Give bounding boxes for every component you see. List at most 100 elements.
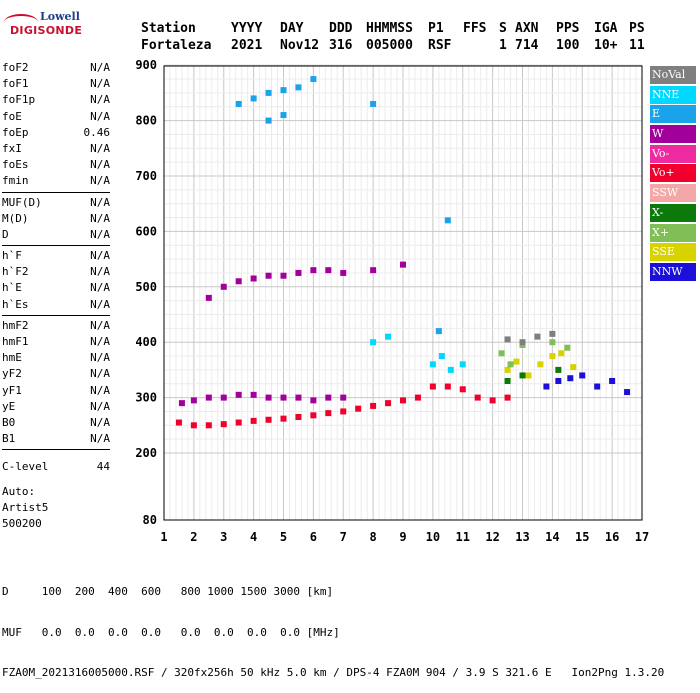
param-row: hmF2 N/A: [2, 318, 110, 334]
data-point-nnw: [543, 383, 550, 390]
param-row: yF1 N/A: [2, 383, 110, 399]
param-value: N/A: [90, 158, 110, 172]
param-value: N/A: [90, 318, 110, 332]
data-point-vo: [444, 383, 451, 390]
data-point-e: [280, 112, 287, 119]
param-value: N/A: [90, 227, 110, 241]
autoscaling-info: Auto: Artist5 500200: [2, 484, 48, 532]
data-point-vo: [504, 394, 511, 401]
header-row1-cell: FFS: [463, 21, 487, 36]
y-tick-label: 700: [135, 169, 157, 183]
x-tick-label: 6: [310, 530, 317, 544]
data-point-vo: [310, 412, 317, 419]
param-row: D N/A: [2, 227, 110, 243]
header-row1-cell: IGA: [594, 21, 618, 36]
param-separator: [2, 314, 110, 316]
x-tick-label: 12: [485, 530, 499, 544]
param-key: h`E: [2, 281, 22, 295]
param-row: hmE N/A: [2, 350, 110, 366]
param-row: h`Es N/A: [2, 297, 110, 313]
header-row1-cell: Station: [141, 21, 196, 36]
data-point-x: [498, 350, 505, 357]
param-row: fxI N/A: [2, 141, 110, 157]
data-point-vo: [340, 408, 347, 415]
data-point-sse: [504, 366, 511, 373]
data-point-vo: [235, 419, 242, 426]
param-row: B0 N/A: [2, 415, 110, 431]
header-row2-cell: 10+: [594, 38, 618, 53]
auto-line1: Auto:: [2, 485, 36, 498]
param-value: N/A: [90, 281, 110, 295]
x-tick-label: 11: [456, 530, 470, 544]
legend: NoVal NNE E W Vo- Vo+ SSW X- X+ SSE NNW: [650, 66, 696, 283]
data-point-vo: [355, 405, 362, 412]
param-key: hmF1: [2, 335, 29, 348]
param-value: N/A: [90, 432, 110, 446]
data-point-x: [555, 366, 562, 373]
param-key: MUF(D): [2, 195, 42, 209]
param-value: N/A: [90, 383, 110, 397]
param-row: h`F2 N/A: [2, 264, 110, 280]
data-point-vo: [190, 422, 197, 429]
header-row1-cell: PPS: [556, 21, 580, 36]
param-value: N/A: [90, 265, 110, 279]
footer-distance-line: D 100 200 400 600 800 1000 1500 3000 [km…: [2, 585, 334, 598]
footer-file-line: FZA0M_2021316005000.RSF / 320fx256h 50 k…: [2, 666, 665, 679]
data-point-nnw: [555, 377, 562, 384]
param-key: h`Es: [2, 297, 29, 311]
data-point-sse: [513, 358, 520, 365]
data-point-vo: [400, 397, 406, 404]
y-tick-label: 900: [135, 58, 157, 72]
data-point-e: [235, 100, 242, 107]
data-point-e: [295, 84, 302, 91]
header-row2-cell: Fortaleza: [141, 38, 212, 53]
x-tick-label: 3: [220, 530, 227, 544]
data-point-w: [310, 397, 317, 404]
data-point-e: [280, 87, 287, 94]
data-point-noval: [534, 333, 541, 340]
param-separator: [2, 449, 110, 451]
param-key: foF2: [2, 61, 29, 74]
data-point-vo: [429, 383, 436, 390]
param-row: foF2 N/A: [2, 60, 110, 76]
param-value: N/A: [90, 335, 110, 348]
data-point-e: [435, 328, 442, 335]
data-point-e: [310, 76, 317, 83]
param-row: foE N/A: [2, 109, 110, 125]
data-point-vo: [474, 394, 481, 401]
x-tick-label: 14: [545, 530, 559, 544]
legend-item-noval: NoVal: [650, 66, 696, 84]
x-tick-label: 9: [399, 530, 406, 544]
data-point-w: [295, 394, 302, 401]
param-row: h`F N/A: [2, 248, 110, 264]
data-point-vo: [175, 419, 182, 426]
data-point-vo: [220, 421, 227, 428]
param-row: foF1 N/A: [2, 76, 110, 92]
data-point-e: [444, 217, 451, 224]
data-point-w: [400, 261, 406, 268]
data-point-nne: [429, 361, 436, 368]
data-point-e: [265, 89, 272, 96]
header-row2-cell: 714: [515, 38, 539, 53]
data-point-w: [325, 267, 332, 274]
data-point-w: [295, 269, 302, 276]
param-row: B1 N/A: [2, 431, 110, 447]
param-row: M(D) N/A: [2, 211, 110, 227]
data-point-nne: [385, 333, 392, 340]
y-tick-label: 200: [135, 446, 157, 460]
data-point-nnw: [567, 375, 574, 382]
y-tick-label: 600: [135, 224, 157, 238]
parameter-panel: foF2 N/A foF1 N/A foF1p N/A foE N/A foEp 0.46 fxI N…: [2, 60, 110, 452]
param-value: N/A: [90, 211, 110, 225]
header-row1-cell: DAY: [280, 21, 304, 36]
header-row2-cell: 316: [329, 38, 353, 53]
data-point-w: [220, 394, 227, 401]
header-row2-cell: Nov12: [280, 38, 320, 53]
x-tick-label: 15: [575, 530, 589, 544]
data-point-w: [205, 394, 212, 401]
c-level-row: C-level 44: [2, 459, 110, 475]
param-value: N/A: [90, 249, 110, 263]
x-tick-label: 1: [160, 530, 167, 544]
param-key: h`F2: [2, 265, 29, 279]
x-tick-label: 7: [340, 530, 347, 544]
